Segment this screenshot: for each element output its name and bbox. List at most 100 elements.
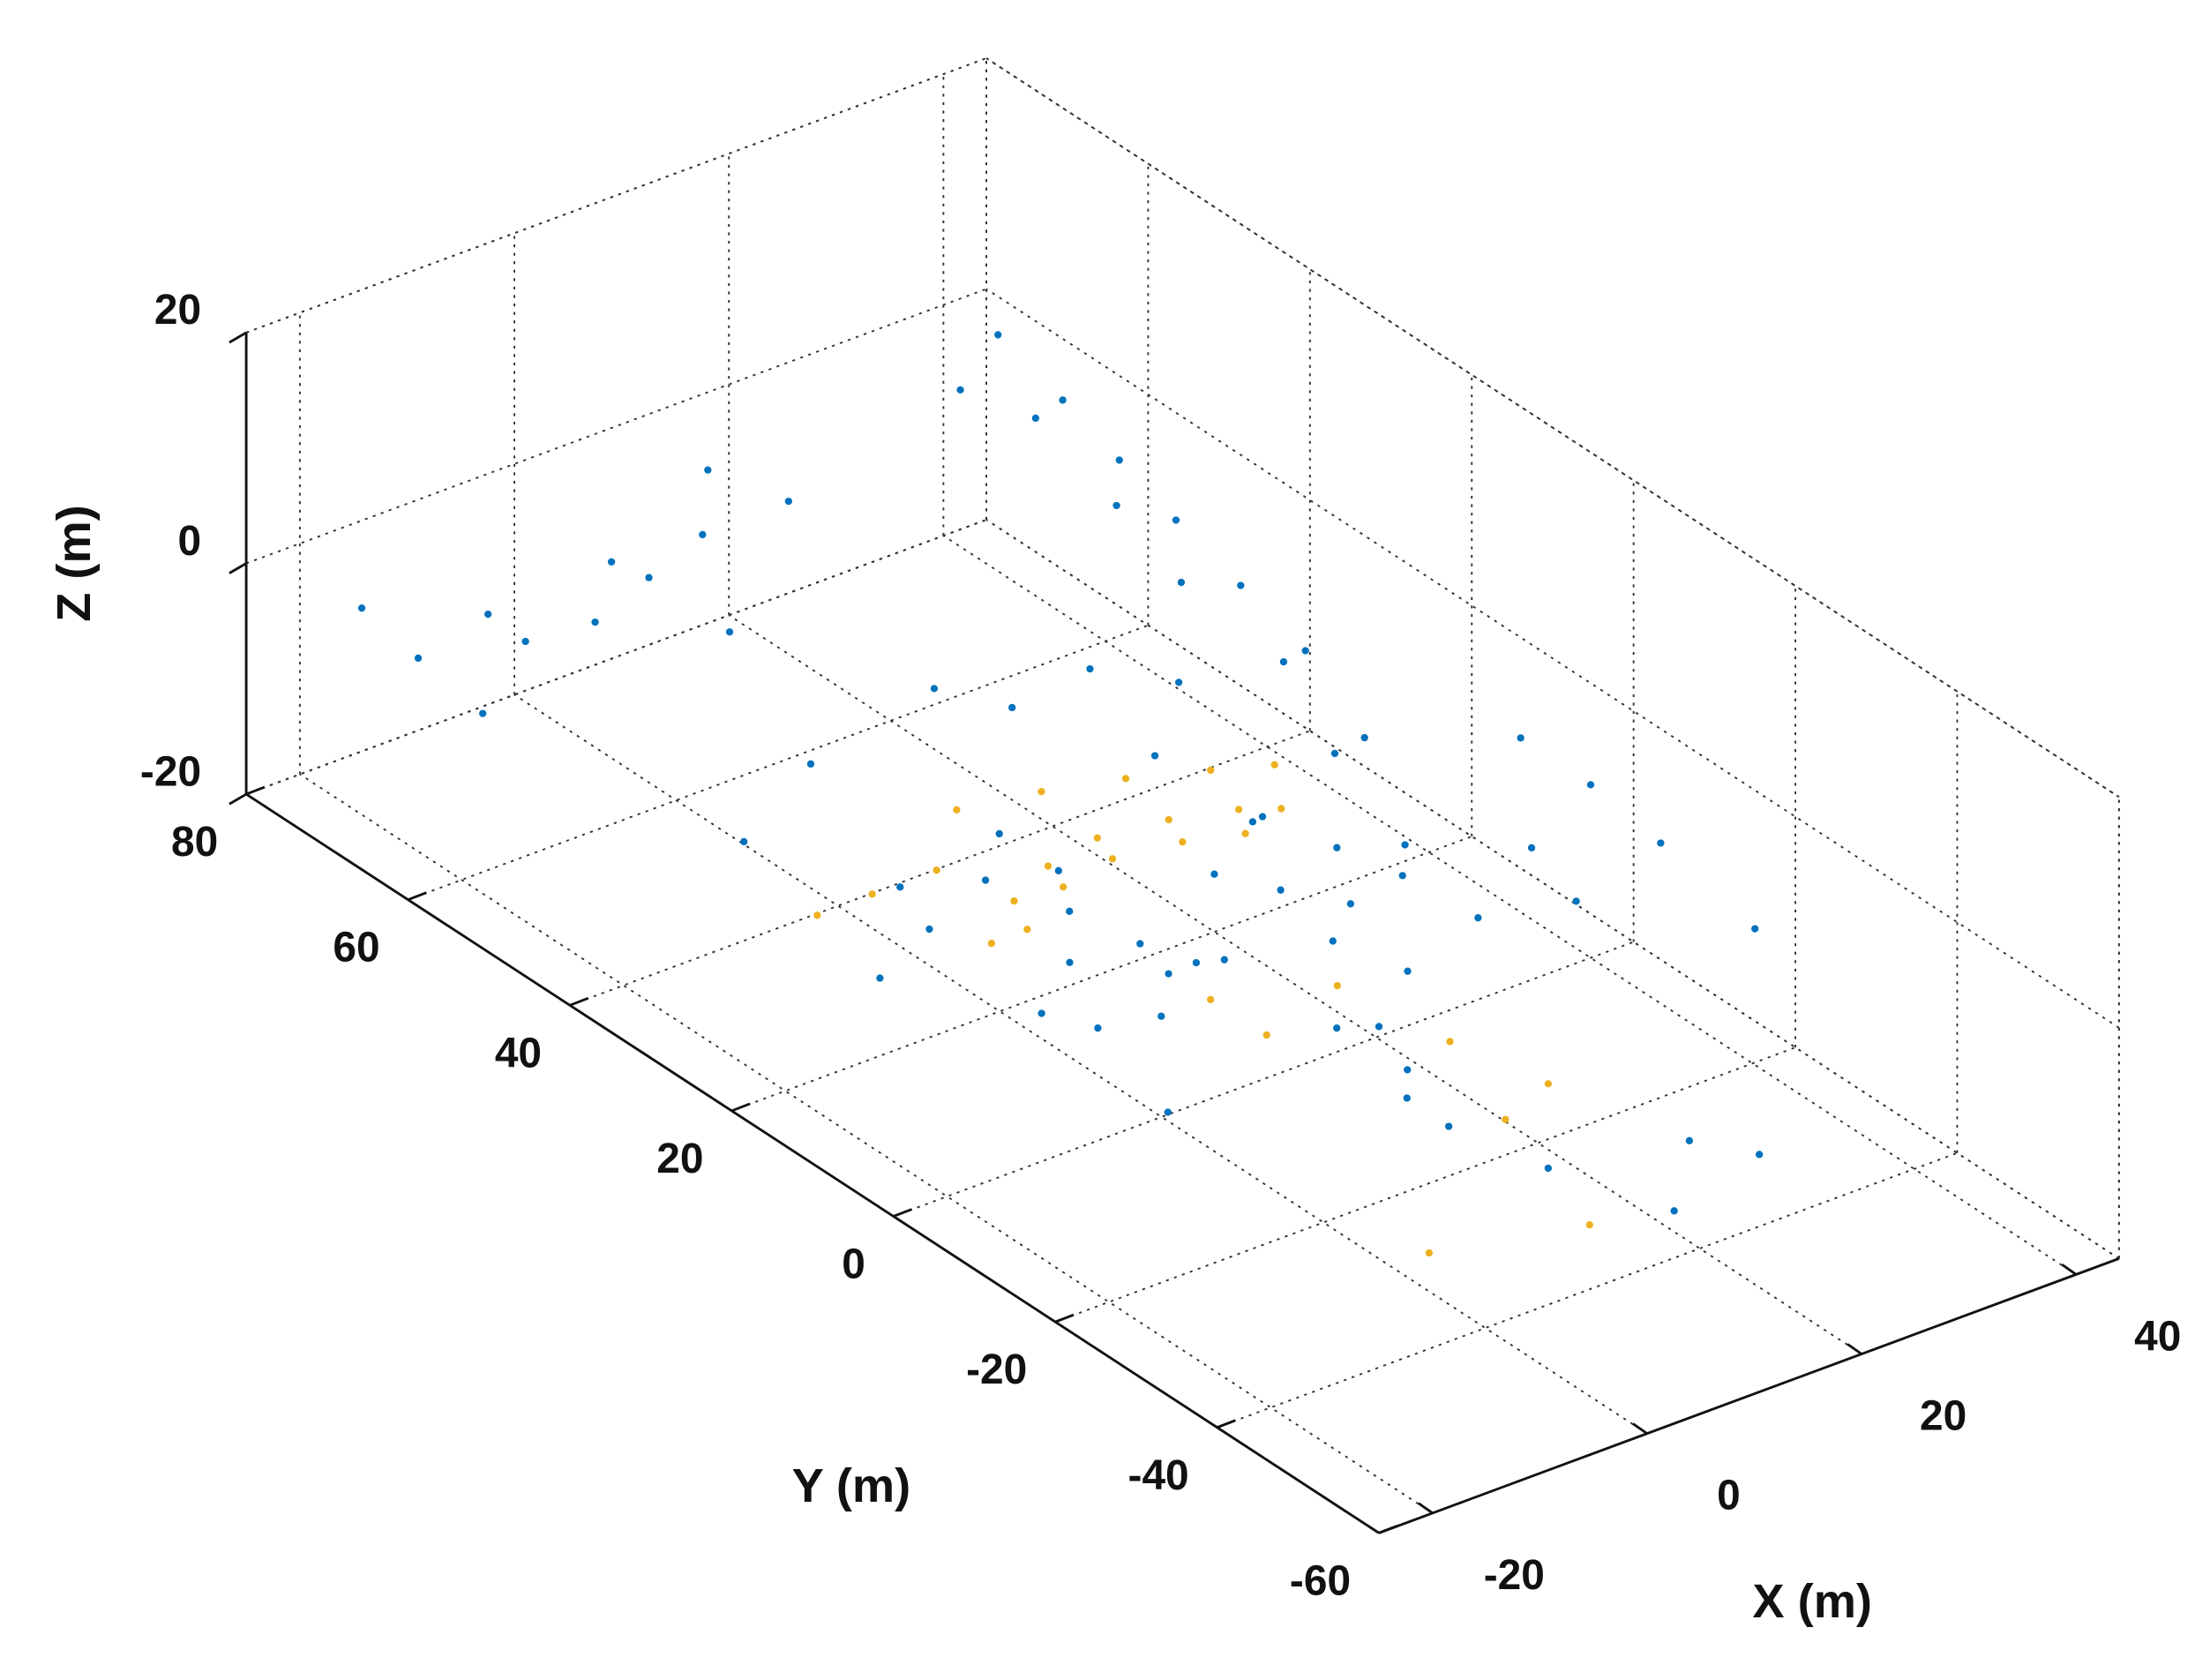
point xyxy=(1375,1023,1383,1031)
z-tick xyxy=(228,331,247,344)
y-tick-label: 80 xyxy=(171,819,218,866)
point xyxy=(1172,516,1180,524)
point xyxy=(1038,787,1045,796)
z-tick xyxy=(228,562,247,574)
grid-line xyxy=(893,941,1634,1218)
grid-line xyxy=(245,57,987,334)
point xyxy=(1121,775,1130,783)
y-tick xyxy=(569,996,589,1007)
point xyxy=(784,497,792,506)
z-tick-label: 20 xyxy=(154,287,201,334)
point xyxy=(1258,813,1267,821)
point xyxy=(1241,829,1249,837)
point xyxy=(813,911,821,919)
point xyxy=(1333,844,1341,851)
point xyxy=(740,837,748,845)
point xyxy=(1054,866,1062,874)
point xyxy=(607,558,616,566)
point xyxy=(1502,1115,1510,1123)
point xyxy=(1333,1024,1341,1032)
point xyxy=(1277,805,1285,813)
point xyxy=(1333,981,1341,990)
point xyxy=(1177,578,1186,587)
points xyxy=(357,331,1764,1257)
y-tick xyxy=(1054,1313,1075,1324)
grid-line xyxy=(299,773,1434,1514)
point xyxy=(1404,1066,1412,1074)
point xyxy=(1360,733,1368,742)
point xyxy=(479,709,487,717)
z-tick xyxy=(228,792,247,806)
point xyxy=(896,883,904,891)
y-tick xyxy=(1378,1525,1398,1534)
y-tick-label: 20 xyxy=(656,1136,703,1182)
point xyxy=(1220,956,1228,964)
point xyxy=(1094,1024,1102,1032)
point xyxy=(1165,815,1172,824)
y-tick xyxy=(730,1102,751,1113)
point xyxy=(1248,818,1257,826)
x-axis xyxy=(1378,1257,2120,1534)
point xyxy=(1403,1094,1411,1102)
point xyxy=(1270,761,1278,769)
point xyxy=(1262,1031,1270,1039)
point xyxy=(1093,834,1101,842)
point xyxy=(1136,940,1144,948)
point xyxy=(933,866,940,874)
point xyxy=(1112,501,1120,510)
point xyxy=(704,466,712,474)
point xyxy=(484,610,492,619)
point xyxy=(357,604,366,612)
y-tick-label: 0 xyxy=(842,1241,865,1288)
point xyxy=(1527,844,1536,851)
grid-line xyxy=(985,57,2120,799)
grid-line xyxy=(731,836,1472,1112)
x-tick-label: 20 xyxy=(1920,1393,1967,1440)
grid xyxy=(245,57,2120,1534)
point xyxy=(1751,925,1759,933)
point xyxy=(1086,664,1094,673)
point xyxy=(645,574,653,581)
point xyxy=(1175,679,1183,686)
z-tick-label: -20 xyxy=(140,748,201,795)
point xyxy=(1330,749,1339,758)
point xyxy=(956,386,964,394)
point xyxy=(521,637,529,646)
point xyxy=(1179,838,1187,846)
point xyxy=(1237,581,1245,589)
point xyxy=(981,876,990,884)
point xyxy=(994,331,1002,339)
point xyxy=(1474,914,1482,922)
x-tick xyxy=(2061,1264,2078,1276)
x-tick xyxy=(1632,1422,1648,1435)
point xyxy=(1657,839,1665,847)
point xyxy=(1150,752,1159,760)
y-tick xyxy=(407,891,427,902)
x-tick xyxy=(1417,1502,1434,1515)
point xyxy=(1685,1136,1694,1144)
point xyxy=(1206,995,1215,1003)
x-tick xyxy=(1847,1343,1862,1355)
grid-line xyxy=(245,288,987,565)
x-tick-label: 0 xyxy=(1717,1473,1741,1519)
point xyxy=(725,628,734,636)
z-axis-label: Z (m) xyxy=(48,505,101,622)
point xyxy=(1404,967,1412,975)
point xyxy=(987,940,996,948)
point xyxy=(1756,1151,1764,1159)
point xyxy=(1585,1221,1593,1229)
point xyxy=(1277,886,1285,894)
point xyxy=(1586,781,1595,789)
y-tick-label: -40 xyxy=(1128,1452,1189,1499)
point xyxy=(1301,647,1309,655)
y-tick xyxy=(1217,1419,1236,1429)
grid-line xyxy=(985,288,2120,1029)
point xyxy=(1008,703,1016,712)
grid-line xyxy=(245,519,987,795)
y-tick-label: 40 xyxy=(495,1030,542,1076)
y-tick xyxy=(893,1208,912,1218)
point xyxy=(1670,1207,1678,1215)
point xyxy=(1044,862,1053,870)
